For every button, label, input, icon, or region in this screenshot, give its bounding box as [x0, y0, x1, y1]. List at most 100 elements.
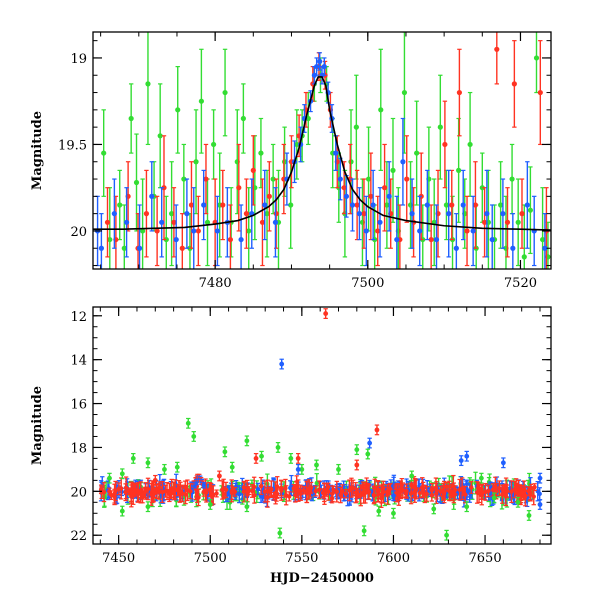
marker — [469, 485, 474, 490]
data-point-green — [515, 496, 521, 508]
data-point-green — [354, 444, 360, 456]
data-point-red — [494, 32, 500, 85]
data-point-red — [196, 488, 201, 507]
marker — [195, 228, 201, 234]
data-point-green — [169, 161, 175, 267]
data-point-red — [343, 488, 348, 499]
marker — [161, 185, 167, 191]
data-point-blue — [367, 437, 373, 449]
data-point-green — [130, 452, 136, 464]
marker — [353, 124, 359, 130]
marker — [433, 236, 440, 243]
data-point-red — [503, 483, 509, 507]
marker — [386, 193, 392, 199]
data-point-green — [246, 187, 252, 269]
marker — [229, 464, 235, 470]
data-point-red — [371, 485, 377, 505]
marker — [524, 202, 530, 208]
marker — [275, 484, 280, 490]
marker — [354, 447, 360, 453]
data-point-blue — [356, 187, 363, 241]
marker — [444, 532, 449, 538]
data-point-red — [113, 480, 118, 502]
data-point-green — [498, 161, 504, 249]
marker — [253, 456, 259, 461]
data-point-green — [128, 83, 134, 154]
marker — [456, 167, 462, 173]
marker — [121, 245, 127, 251]
data-point-green — [361, 525, 367, 537]
data-point-red — [500, 484, 505, 504]
data-point-red — [152, 474, 158, 486]
data-point-red — [347, 479, 352, 502]
data-point-blue — [317, 52, 323, 71]
marker — [408, 491, 414, 496]
marker — [497, 486, 502, 491]
marker — [294, 141, 300, 148]
marker — [442, 141, 448, 148]
data-point-red — [429, 486, 434, 495]
marker — [258, 150, 264, 156]
marker — [438, 488, 443, 494]
marker — [270, 176, 276, 182]
data-point-red — [513, 478, 519, 495]
data-point-red — [107, 487, 112, 496]
marker — [411, 484, 417, 490]
data-point-blue — [279, 358, 285, 370]
data-point-green — [244, 435, 250, 447]
data-point-blue — [542, 213, 548, 269]
data-point-red — [220, 169, 226, 241]
data-point-blue — [295, 463, 301, 475]
data-point-green — [275, 442, 281, 453]
marker — [368, 193, 374, 199]
marker — [136, 245, 143, 251]
marker — [175, 488, 180, 493]
marker — [375, 487, 381, 492]
marker — [377, 219, 383, 225]
data-point-red — [283, 485, 289, 506]
data-point-red — [109, 490, 114, 501]
marker — [404, 176, 410, 182]
y-tick-label: 20 — [70, 225, 87, 240]
marker — [162, 466, 167, 472]
data-point-blue — [184, 178, 190, 249]
marker — [334, 489, 340, 494]
data-point-green — [162, 463, 167, 475]
marker — [185, 420, 191, 426]
data-point-blue — [272, 187, 279, 258]
marker — [343, 491, 348, 496]
data-point-blue — [464, 450, 470, 462]
data-point-green — [107, 472, 112, 484]
marker — [298, 491, 303, 496]
data-point-red — [236, 143, 242, 232]
marker — [384, 202, 390, 208]
axes-frame — [92, 31, 552, 270]
data-point-red — [361, 178, 367, 249]
data-point-red — [143, 169, 150, 258]
marker — [437, 124, 443, 130]
data-point-blue — [386, 161, 392, 232]
marker — [163, 236, 169, 243]
marker — [207, 487, 212, 492]
marker — [540, 236, 546, 243]
marker — [511, 81, 517, 87]
axes-frame — [92, 306, 552, 545]
marker — [193, 159, 199, 165]
marker — [424, 202, 430, 208]
data-point-red — [374, 424, 380, 436]
marker — [429, 488, 434, 493]
data-point-red — [188, 161, 195, 249]
marker — [443, 202, 450, 208]
data-point-red — [438, 485, 443, 497]
marker — [275, 445, 281, 450]
marker — [166, 491, 172, 496]
marker — [397, 492, 402, 498]
data-point-green — [211, 109, 217, 180]
data-point-red — [313, 485, 318, 497]
y-axis-title: Magnitude — [30, 386, 45, 465]
marker — [451, 490, 457, 496]
marker — [159, 219, 165, 225]
marker — [378, 107, 384, 113]
data-point-red — [537, 40, 543, 146]
data-point-green — [140, 178, 146, 269]
